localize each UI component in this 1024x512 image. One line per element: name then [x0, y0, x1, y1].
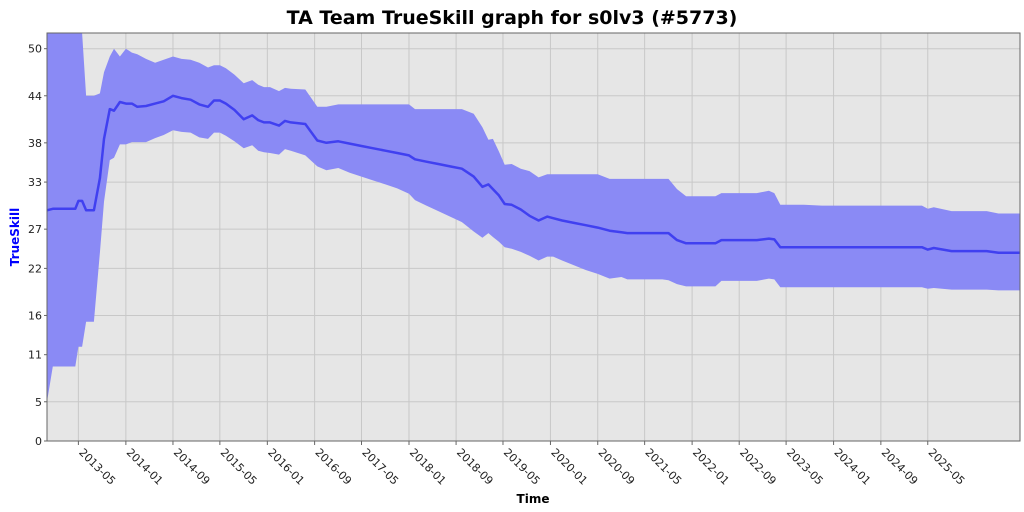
trueskill-line [46, 94, 1020, 254]
y-tick-label: 27 [28, 223, 42, 236]
x-tick-label: 2021-05 [643, 446, 685, 488]
x-tick-label: 2018-09 [454, 446, 496, 488]
plot-border [46, 32, 1021, 442]
x-tick-label: 2022-01 [690, 446, 732, 488]
x-axis-ticks: 2013-05 2014-01 2014-09 2015-05 2016-01 2016-… [76, 441, 967, 488]
y-axis-ticks: 0 5 11 16 22 27 33 38 44 50 [28, 43, 47, 448]
x-tick-label: 2015-05 [218, 446, 260, 488]
x-tick-label: 2019-05 [501, 446, 543, 488]
x-tick-label: 2016-09 [312, 446, 354, 488]
y-tick-label: 44 [28, 90, 42, 103]
y-tick-label: 50 [28, 43, 42, 56]
y-axis-title: TrueSkill [8, 208, 22, 266]
x-tick-label: 2014-09 [171, 446, 213, 488]
y-tick-label: 33 [28, 176, 42, 189]
x-tick-label: 2020-09 [596, 446, 638, 488]
x-tick-label: 2024-09 [879, 446, 921, 488]
x-tick-label: 2014-01 [124, 446, 166, 488]
y-tick-label: 22 [28, 262, 42, 275]
x-axis-title: Time [517, 492, 550, 506]
x-tick-label: 2018-01 [407, 446, 449, 488]
x-tick-label: 2017-05 [359, 446, 401, 488]
x-tick-label: 2022-09 [737, 446, 779, 488]
y-tick-label: 5 [35, 396, 42, 409]
y-tick-label: 16 [28, 309, 42, 322]
y-tick-label: 11 [28, 349, 42, 362]
y-tick-label: 0 [35, 435, 42, 448]
x-tick-label: 2020-01 [548, 446, 590, 488]
x-tick-label: 2013-05 [76, 446, 118, 488]
chart-title: TA Team TrueSkill graph for s0lv3 (#5773… [287, 7, 738, 29]
y-tick-label: 38 [28, 137, 42, 150]
data-layer [46, 33, 1020, 402]
x-tick-label: 2023-05 [784, 446, 826, 488]
x-tick-label: 2016-01 [265, 446, 307, 488]
x-tick-label: 2024-01 [831, 446, 873, 488]
x-tick-label: 2025-05 [926, 446, 968, 488]
